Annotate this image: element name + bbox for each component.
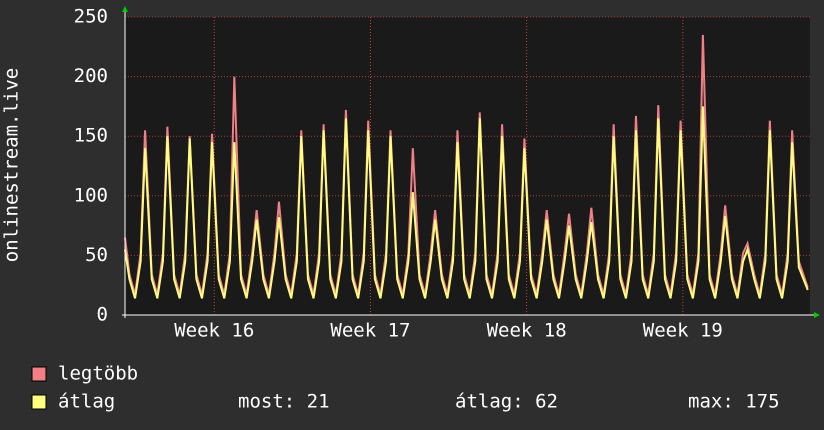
axis-arrow bbox=[814, 312, 820, 318]
stat-label: max: 175 bbox=[688, 391, 780, 413]
legend-swatch bbox=[31, 394, 47, 410]
series-line bbox=[124, 106, 809, 299]
stat-label: most: 21 bbox=[238, 391, 330, 413]
legend-label: átlag bbox=[58, 391, 115, 413]
y-tick-label: 200 bbox=[74, 65, 108, 87]
axis-arrow bbox=[122, 6, 128, 12]
y-tick-label: 0 bbox=[97, 304, 108, 326]
stat-label: átlag: 62 bbox=[455, 391, 558, 413]
x-tick-label: Week 17 bbox=[330, 320, 410, 342]
x-tick-label: Week 18 bbox=[487, 320, 567, 342]
y-tick-label: 250 bbox=[74, 6, 108, 28]
x-tick-label: Week 16 bbox=[174, 320, 254, 342]
y-tick-label: 50 bbox=[85, 244, 108, 266]
y-tick-label: 150 bbox=[74, 125, 108, 147]
legend-swatch bbox=[31, 366, 47, 382]
legend-label: legtöbb bbox=[58, 363, 138, 385]
x-tick-label: Week 19 bbox=[643, 320, 723, 342]
y-tick-label: 100 bbox=[74, 184, 108, 206]
y-axis-title: onlinestream.live bbox=[1, 68, 23, 262]
